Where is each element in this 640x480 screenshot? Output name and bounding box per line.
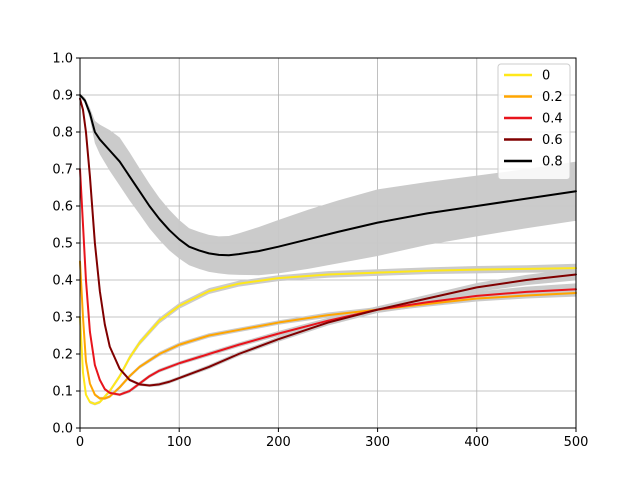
legend: 0 0.2 0.4 0.6 0.8 [497, 63, 571, 180]
legend-box [497, 63, 571, 180]
x-tick-label: 400 [464, 435, 489, 450]
x-tick-label: 200 [266, 435, 291, 450]
legend-label-0-8: 0.8 [542, 155, 563, 170]
legend-label-0-2: 0.2 [542, 90, 563, 105]
y-tick-label: 0.7 [52, 163, 73, 178]
legend-label-0-4: 0.4 [542, 112, 563, 127]
legend-label-0-6: 0.6 [542, 133, 563, 148]
y-tick-label: 0.4 [52, 274, 73, 289]
x-tick-label: 0 [76, 435, 84, 450]
series-line-0-4 [79, 168, 577, 396]
y-tick-label: 0.1 [52, 385, 73, 400]
series-line-0-8 [79, 94, 577, 257]
series-line-0 [79, 267, 577, 405]
y-tick-label: 0.3 [52, 311, 73, 326]
series-band-0-8 [80, 93, 576, 276]
legend-label-0: 0 [542, 69, 550, 84]
axis-ticks: 0 100 200 300 400 500 0.0 0.1 0.2 0.3 0.4 0.5 0.6 0.7… [52, 52, 588, 451]
x-tick-label: 100 [167, 435, 192, 450]
y-tick-label: 0.9 [52, 89, 73, 104]
series-lines [79, 94, 577, 405]
y-tick-label: 1.0 [52, 52, 73, 67]
x-tick-label: 300 [365, 435, 390, 450]
y-tick-label: 0.5 [52, 237, 73, 252]
y-tick-label: 0.8 [52, 126, 73, 141]
y-tick-label: 0.6 [52, 200, 73, 215]
y-tick-label: 0.0 [52, 422, 73, 437]
series-line-0-6 [79, 97, 577, 387]
y-tick-label: 0.2 [52, 348, 73, 363]
x-tick-label: 500 [564, 435, 589, 450]
confidence-bands [80, 93, 576, 406]
